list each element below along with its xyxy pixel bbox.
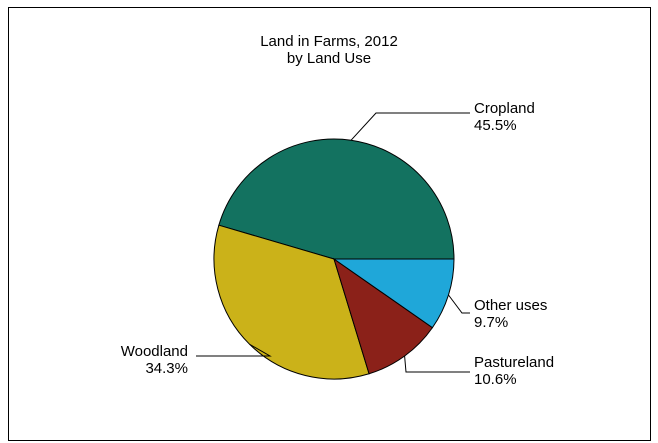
slice-label-other-uses: Other uses <box>474 297 548 314</box>
chart-title: Land in Farms, 2012 <box>260 33 398 50</box>
leader-line-woodland <box>196 343 272 357</box>
chart-subtitle: by Land Use <box>286 50 372 67</box>
slice-value-pastureland: 10.6% <box>474 371 517 388</box>
slice-value-other-uses: 9.7% <box>474 314 509 331</box>
slice-label-pastureland: Pastureland <box>474 354 555 371</box>
slice-label-cropland: Cropland <box>474 100 535 117</box>
leader-line-cropland <box>350 112 470 141</box>
pie-slice-cropland <box>218 138 455 260</box>
slice-label-woodland: Woodland <box>120 343 188 360</box>
slice-value-cropland: 45.5% <box>474 117 517 134</box>
pie-slice-pastureland <box>333 257 434 375</box>
slice-value-woodland: 34.3% <box>145 360 188 377</box>
leader-line-pastureland <box>404 355 470 373</box>
pie-slice-other-uses <box>332 258 455 329</box>
leader-line-other-uses <box>448 294 470 314</box>
